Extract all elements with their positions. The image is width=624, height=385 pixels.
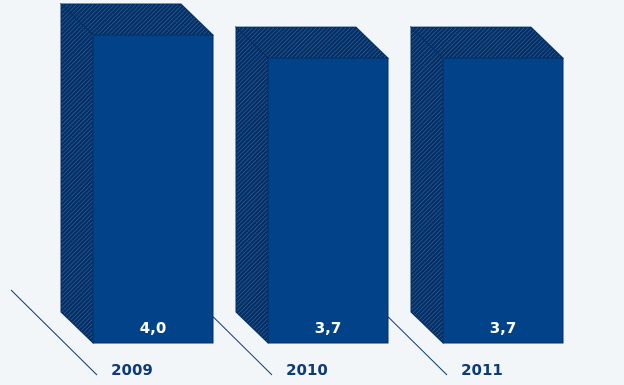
x-tick-label-2011: 2011 (461, 361, 503, 379)
value-label-2009: 4,0 (140, 319, 167, 337)
bar-side-2010 (235, 25, 269, 345)
bar-2010 (267, 57, 389, 344)
value-labels: 4,0 3,7 3,7 (140, 319, 517, 337)
x-tick-label-2009: 2009 (111, 361, 153, 379)
x-tick-label-2010: 2010 (286, 361, 328, 379)
bar-side-2009 (60, 2, 94, 345)
bar-2011 (442, 57, 564, 344)
bar-2009 (92, 34, 214, 344)
bar-side-2011 (410, 25, 444, 345)
value-label-2011: 3,7 (490, 319, 517, 337)
bars (59, 2, 565, 345)
floor-line-2009 (10, 289, 98, 376)
value-label-2010: 3,7 (315, 319, 342, 337)
x-axis-labels: 2009 2010 2011 (111, 361, 503, 379)
